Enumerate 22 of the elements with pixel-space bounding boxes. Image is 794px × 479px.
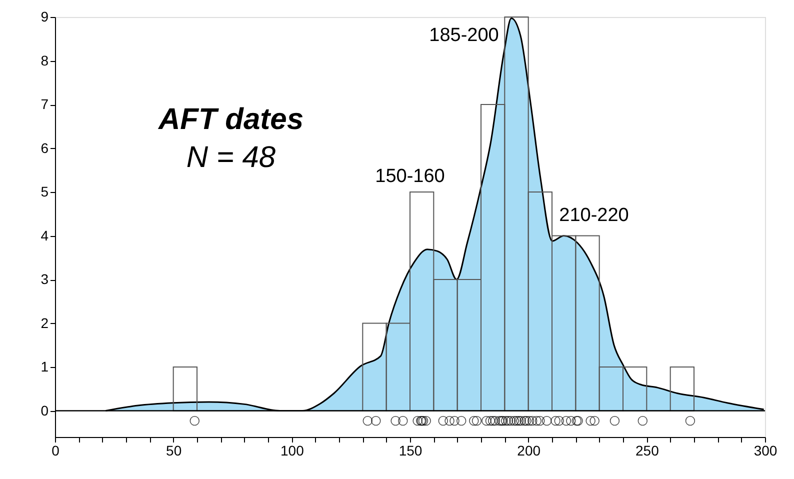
x-tick-label: 250 xyxy=(635,442,660,458)
x-tick-label: 50 xyxy=(166,442,182,458)
y-tick-label: 3 xyxy=(40,271,49,287)
x-tick-label: 100 xyxy=(280,442,304,458)
x-tick-label: 150 xyxy=(398,442,422,458)
y-tick-label: 8 xyxy=(40,52,49,68)
annotation: N = 48 xyxy=(186,141,276,174)
annotation: 150-160 xyxy=(375,166,445,187)
y-tick-label: 6 xyxy=(40,140,49,156)
x-tick-label: 300 xyxy=(754,442,778,458)
annotation: AFT dates xyxy=(157,103,304,136)
annotation: 210-220 xyxy=(559,205,629,226)
y-tick-label: 1 xyxy=(40,358,49,374)
y-tick-label: 5 xyxy=(40,184,49,200)
x-tick-label: 0 xyxy=(52,442,60,458)
x-tick-label: 200 xyxy=(517,442,541,458)
y-tick-label: 2 xyxy=(40,314,49,331)
annotation: 185-200 xyxy=(429,25,499,46)
y-tick-label: 7 xyxy=(40,96,49,112)
y-tick-label: 4 xyxy=(40,227,49,244)
y-tick-label: 9 xyxy=(40,8,49,24)
y-tick-label: 0 xyxy=(40,402,49,418)
